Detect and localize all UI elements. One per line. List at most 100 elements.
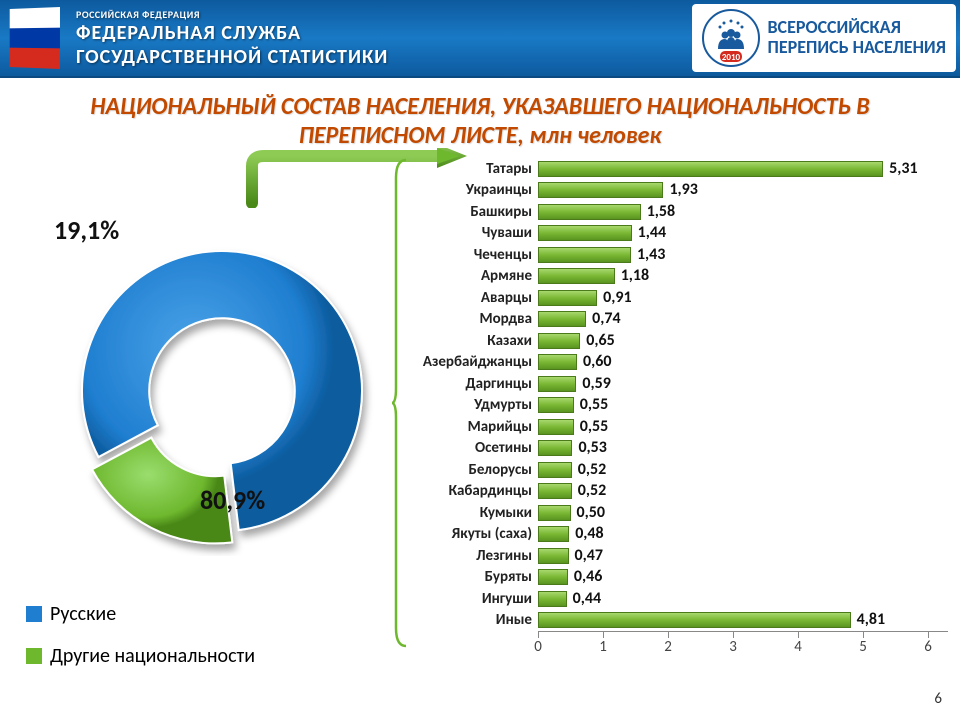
bar-row: Чеченцы 1,43 — [406, 244, 948, 266]
bar-value: 0,44 — [573, 589, 601, 608]
bar-label: Кабардинцы — [406, 482, 538, 500]
header-line3: ГОСУДАРСТВЕННОЙ СТАТИСТИКИ — [76, 45, 388, 69]
bar-area: 4,81 — [538, 612, 851, 628]
bar-label: Мордва — [406, 310, 538, 328]
bar-label: Марийцы — [406, 418, 538, 436]
bar-row: Ингуши 0,44 — [406, 588, 948, 610]
bar — [538, 161, 883, 177]
bar-value: 0,91 — [603, 288, 631, 307]
bar-row: Азербайджанцы 0,60 — [406, 352, 948, 374]
bar-area: 0,50 — [538, 505, 571, 521]
bar — [538, 225, 632, 241]
bar-value: 0,74 — [592, 309, 620, 328]
bar-row: Лезгины 0,47 — [406, 545, 948, 567]
bar-label: Ингуши — [406, 590, 538, 608]
bar-label: Азербайджанцы — [406, 353, 538, 371]
x-tick-label: 5 — [859, 638, 867, 656]
bar-area: 0,48 — [538, 526, 569, 542]
bar-label: Аварцы — [406, 289, 538, 307]
bar — [538, 440, 572, 456]
x-tick-label: 2 — [664, 638, 672, 656]
bar-row: Украинцы 1,93 — [406, 180, 948, 202]
bar-area: 1,43 — [538, 247, 631, 263]
bar-area: 0,46 — [538, 569, 568, 585]
bar-area: 0,74 — [538, 311, 586, 327]
legend-label: Русские — [50, 602, 116, 626]
bar-value: 5,31 — [889, 159, 917, 178]
bar-row: Иные 4,81 — [406, 610, 948, 632]
x-tick-label: 3 — [729, 638, 737, 656]
header-text: РОССИЙСКАЯ ФЕДЕРАЦИЯ ФЕДЕРАЛЬНАЯ СЛУЖБА … — [76, 8, 388, 69]
legend-item: Русские — [26, 602, 406, 626]
bar — [538, 204, 641, 220]
bar-area: 1,93 — [538, 182, 663, 198]
bar — [538, 591, 567, 607]
content-area: 19,1% 80,9% РусскиеДругие национальности… — [0, 156, 960, 716]
bar-row: Кумыки 0,50 — [406, 502, 948, 524]
bar-value: 0,59 — [582, 374, 610, 393]
bar-row: Удмурты 0,55 — [406, 395, 948, 417]
bracket-icon — [392, 158, 408, 648]
bar-area: 0,91 — [538, 290, 597, 306]
bar-label: Удмурты — [406, 396, 538, 414]
bar-row: Марийцы 0,55 — [406, 416, 948, 438]
bar-row: Белорусы 0,52 — [406, 459, 948, 481]
bar-label: Лезгины — [406, 547, 538, 565]
bar-area: 1,58 — [538, 204, 641, 220]
bar-value: 0,50 — [577, 503, 605, 522]
bar-row: Якуты (саха) 0,48 — [406, 524, 948, 546]
bar-value: 0,46 — [574, 567, 602, 586]
x-tick-label: 6 — [924, 638, 932, 656]
left-panel: 19,1% 80,9% РусскиеДругие национальности — [12, 156, 406, 716]
bar — [538, 569, 568, 585]
bar-value: 1,18 — [621, 266, 649, 285]
bar-area: 1,18 — [538, 268, 615, 284]
bar-area: 0,44 — [538, 591, 567, 607]
bar — [538, 290, 597, 306]
bar-value: 1,93 — [669, 180, 697, 199]
bar-area: 0,59 — [538, 376, 576, 392]
bar-row: Осетины 0,53 — [406, 438, 948, 460]
bar-value: 0,53 — [578, 438, 606, 457]
russian-flag-icon — [10, 7, 60, 69]
bar — [538, 247, 631, 263]
bar — [538, 354, 577, 370]
bar — [538, 612, 851, 628]
bar-row: Татары 5,31 — [406, 158, 948, 180]
bar-area: 0,52 — [538, 462, 572, 478]
bar-value: 0,48 — [575, 524, 603, 543]
census-badge-text: ВСЕРОССИЙСКАЯ ПЕРЕПИСЬ НАСЕЛЕНИЯ — [768, 18, 946, 58]
bar-row: Армяне 1,18 — [406, 266, 948, 288]
bar-label: Иные — [406, 611, 538, 629]
legend: Русские Другие национальности — [26, 602, 406, 668]
bar-area: 0,55 — [538, 419, 574, 435]
bar-value: 0,60 — [583, 352, 611, 371]
x-tick-label: 0 — [534, 638, 542, 656]
page-title: НАЦИОНАЛЬНЫЙ СОСТАВ НАСЕЛЕНИЯ, УКАЗАВШЕГ… — [20, 92, 940, 150]
bar-label: Якуты (саха) — [406, 525, 538, 543]
bar-row: Чуваши 1,44 — [406, 223, 948, 245]
legend-swatch — [26, 606, 42, 622]
bar-label: Татары — [406, 160, 538, 178]
bar — [538, 462, 572, 478]
bar-label: Башкиры — [406, 203, 538, 221]
bar — [538, 419, 574, 435]
bar-row: Аварцы 0,91 — [406, 287, 948, 309]
bar — [538, 397, 574, 413]
bar — [538, 505, 571, 521]
legend-label: Другие национальности — [50, 644, 255, 668]
bar-label: Армяне — [406, 267, 538, 285]
svg-text:2010: 2010 — [721, 52, 740, 63]
bar-area: 0,55 — [538, 397, 574, 413]
bar-value: 4,81 — [857, 610, 885, 629]
legend-swatch — [26, 648, 42, 664]
bar-label: Чуваши — [406, 224, 538, 242]
bar — [538, 333, 580, 349]
x-axis: 0123456 — [538, 631, 948, 659]
bar — [538, 548, 569, 564]
bar-area: 1,44 — [538, 225, 632, 241]
bar-label: Даргинцы — [406, 375, 538, 393]
bar-label: Буряты — [406, 568, 538, 586]
bar-area: 0,52 — [538, 483, 572, 499]
bar-chart: Татары 5,31 Украинцы 1,93 Башкиры 1,58 Ч… — [406, 158, 948, 631]
